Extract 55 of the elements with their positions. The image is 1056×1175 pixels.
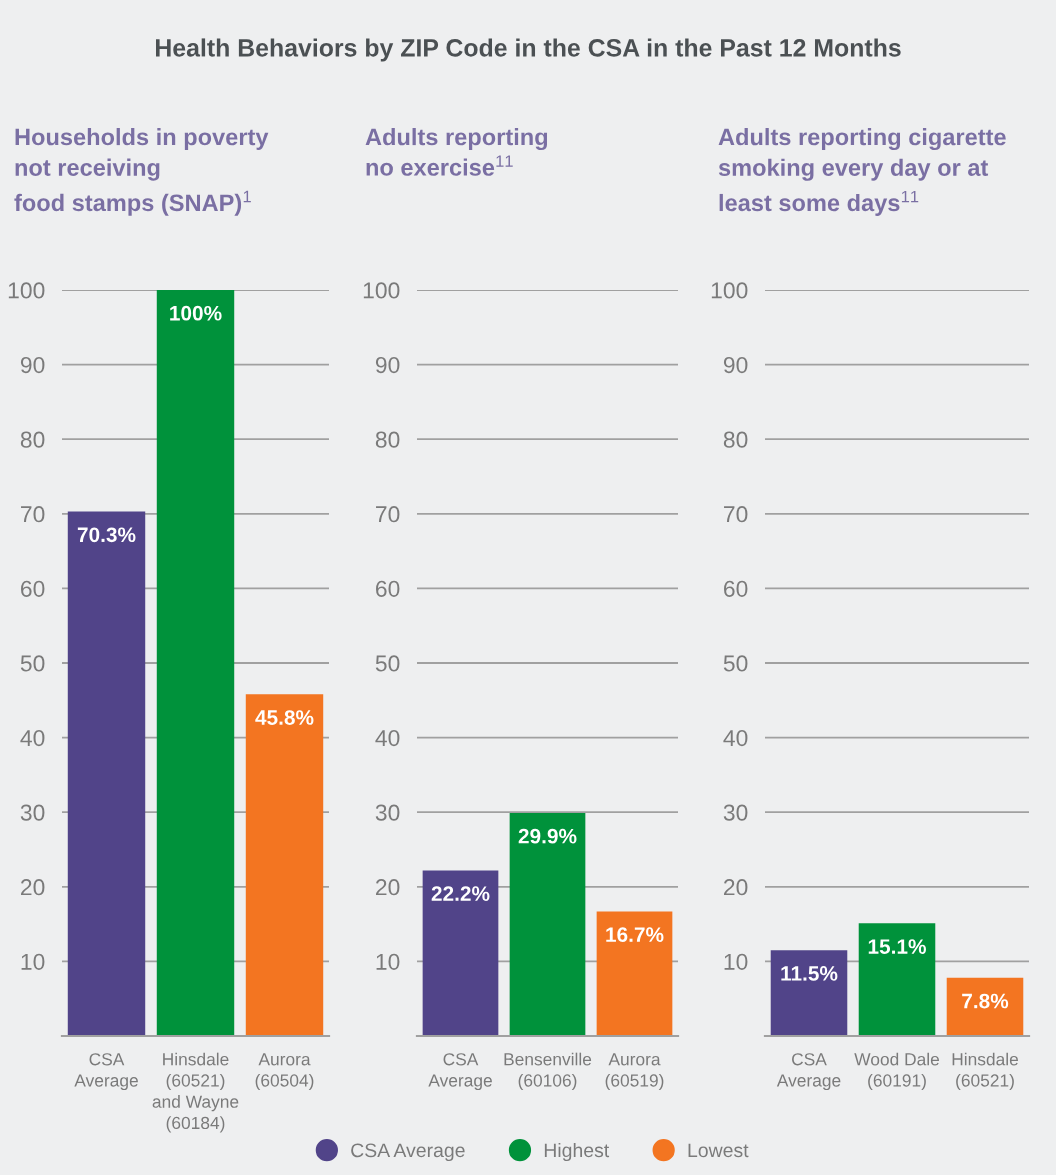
y-tick-label: 30 [20, 804, 45, 821]
x-tick-label: Aurora (60504) [255, 1053, 314, 1091]
chart-title: Households in poverty not receiving food stamps (SNAP)$^{1}$ [14, 128, 269, 216]
data-label: 100% [170, 305, 222, 321]
y-tick-label: 60 [21, 580, 45, 597]
y-tick-label: 30 [723, 804, 748, 821]
y-tick-label: 20 [21, 879, 45, 896]
chart-title: Adults reporting cigarette smoking every day or at least some days$^{11}$ [718, 128, 1006, 216]
y-tick-label: 40 [723, 729, 748, 747]
chart-title: Adults reporting no exercise$^{11}$ [365, 128, 548, 176]
data-label: 29.9% [518, 828, 577, 844]
y-tick-label: 100 [8, 282, 45, 299]
y-tick-label: 80 [375, 431, 400, 448]
x-tick-label: Wood Dale (60191) [854, 1052, 940, 1091]
legend-label: CSA Average [351, 1143, 465, 1162]
y-tick-label: 10 [376, 953, 400, 970]
x-tick-label: Hinsdale (60521) [952, 1052, 1019, 1091]
data-label: 7.8% [962, 993, 1009, 1009]
y-tick-label: 70 [376, 506, 400, 523]
y-tick-label: 70 [724, 506, 748, 523]
y-tick-label: 40 [375, 729, 400, 747]
x-tick-label: CSA Average [74, 1053, 138, 1091]
legend-label: Highest [544, 1142, 610, 1162]
y-tick-label: 90 [20, 356, 45, 374]
y-tick-label: 100 [363, 282, 400, 299]
x-tick-label: Hinsdale (60521) and Wayne (60184) [152, 1052, 239, 1133]
x-tick-label: CSA Average [428, 1053, 492, 1091]
y-tick-label: 80 [20, 431, 45, 448]
y-tick-label: 50 [375, 655, 400, 672]
x-tick-label: Bensenville (60106) [504, 1052, 592, 1091]
y-tick-label: 50 [723, 655, 748, 672]
x-tick-label: Aurora (60519) [605, 1053, 664, 1091]
y-tick-label: 10 [21, 953, 45, 970]
y-tick-label: 70 [21, 506, 45, 523]
y-tick-label: 40 [20, 729, 45, 747]
y-tick-label: 100 [711, 282, 748, 299]
data-label: 70.3% [77, 527, 136, 543]
data-label: 45.8% [255, 710, 314, 725]
y-tick-label: 20 [724, 879, 748, 896]
y-tick-label: 30 [375, 804, 400, 821]
y-tick-label: 60 [724, 580, 748, 597]
data-label: 15.1% [868, 939, 926, 954]
data-label: 22.2% [431, 886, 490, 901]
data-label: 11.5% [781, 966, 838, 981]
legend-label: Lowest [688, 1143, 749, 1158]
y-tick-label: 90 [723, 356, 748, 374]
y-tick-label: 50 [20, 655, 45, 672]
data-label: 16.7% [606, 927, 664, 942]
text: Health Behaviors by ZIP Code in the CSA in the Past 12 Months [156, 38, 901, 62]
y-tick-label: 80 [723, 431, 748, 448]
y-tick-label: 10 [724, 953, 748, 970]
x-tick-label: CSA Average [776, 1053, 841, 1091]
y-tick-label: 20 [376, 879, 400, 896]
y-tick-label: 60 [376, 580, 400, 597]
y-tick-label: 90 [375, 356, 400, 374]
